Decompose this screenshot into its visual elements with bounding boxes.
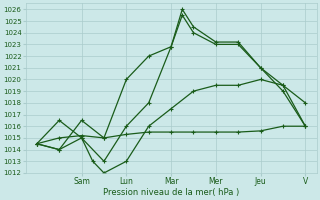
X-axis label: Pression niveau de la mer( hPa ): Pression niveau de la mer( hPa ) <box>103 188 239 197</box>
